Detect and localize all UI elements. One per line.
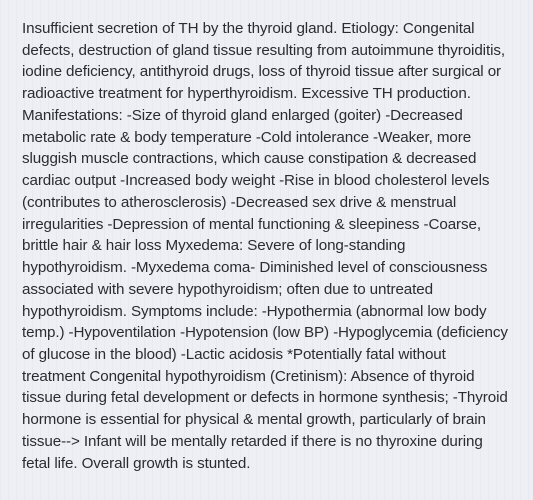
flashcard-text: Insufficient secretion of TH by the thyr… (22, 18, 511, 474)
